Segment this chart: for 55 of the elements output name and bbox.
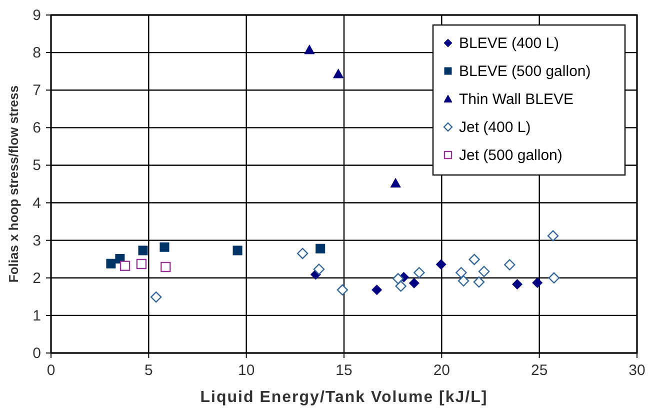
point [468, 254, 480, 266]
point [390, 178, 401, 188]
legend-label: BLEVE (400 L) [459, 35, 560, 52]
point [138, 246, 148, 256]
point [336, 284, 348, 296]
point [232, 246, 242, 256]
point [120, 260, 130, 271]
legend-label: BLEVE (500 gallon) [459, 63, 591, 80]
point [150, 291, 162, 303]
legend-label: Thin Wall BLEVE [459, 91, 574, 108]
point [512, 279, 523, 290]
x-tick-label: 25 [530, 362, 548, 379]
point [504, 259, 516, 270]
point [136, 258, 147, 270]
point [436, 259, 446, 270]
y-tick-label: 4 [32, 194, 41, 212]
y-tick-label: 5 [32, 157, 41, 174]
y-tick-label: 6 [32, 120, 41, 137]
point [333, 68, 344, 78]
point [296, 248, 308, 260]
point [316, 244, 326, 254]
point [392, 273, 404, 284]
x-tick-label: 15 [336, 362, 352, 379]
x-tick-label: 5 [144, 362, 153, 379]
point [456, 267, 467, 278]
point [395, 280, 406, 292]
point [106, 258, 116, 268]
point [532, 278, 543, 288]
point [160, 242, 170, 252]
point [313, 264, 325, 275]
y-tick-label: 1 [32, 307, 41, 324]
y-tick-label: 8 [32, 44, 41, 62]
legend-label: Jet (400 L) [459, 119, 531, 136]
legend-label: Jet (500 gallon) [459, 147, 562, 164]
x-tick-label: 30 [628, 362, 646, 379]
x-tick-label: 20 [433, 362, 450, 379]
point [458, 275, 470, 286]
point [478, 266, 490, 278]
x-axis-title: Liquid Energy/Tank Volume [kJ/L] [200, 389, 488, 406]
y-tick-label: 9 [32, 7, 41, 24]
y-tick-label: 7 [32, 82, 41, 100]
y-tick-label: 3 [32, 232, 41, 250]
point [548, 272, 560, 284]
x-tick-label: 10 [238, 362, 255, 379]
x-tick-label: 0 [46, 362, 56, 379]
point [160, 262, 171, 272]
point [414, 267, 425, 278]
y-tick-label: 2 [32, 270, 41, 287]
y-tick-label: 0 [32, 345, 41, 362]
y-axis-title: Folias x hoop stress/flow stress [6, 85, 21, 283]
point [547, 230, 559, 242]
point [473, 276, 485, 288]
point [304, 44, 315, 54]
point [372, 284, 382, 296]
point [408, 278, 420, 288]
